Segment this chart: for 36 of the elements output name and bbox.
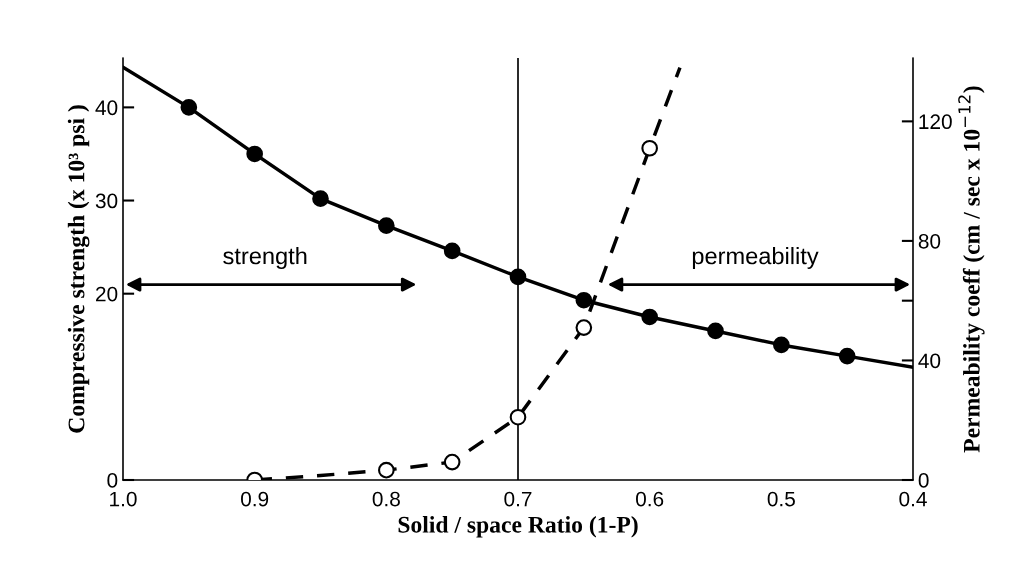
point bbox=[378, 461, 395, 479]
point bbox=[180, 99, 198, 116]
annotation: permeability bbox=[692, 246, 819, 269]
point bbox=[246, 145, 263, 163]
x-axis-title: Solid / space Ratio (1-P) bbox=[398, 516, 638, 538]
x-tick-label: 0.7 bbox=[504, 491, 532, 507]
x-tick-label: 0.8 bbox=[372, 491, 400, 507]
point bbox=[575, 291, 593, 309]
point bbox=[773, 336, 790, 354]
y2-tick-label: 120 bbox=[919, 114, 952, 130]
y-tick-label: 40 bbox=[95, 100, 118, 116]
point bbox=[641, 139, 658, 157]
point bbox=[509, 408, 527, 426]
y2-tick-label: 0 bbox=[918, 473, 929, 488]
y-tick-label: 0 bbox=[107, 473, 118, 488]
y2-axis-title: Permeability coeff (cm / sec x 10$^{−12}$) bbox=[958, 86, 985, 453]
point bbox=[312, 190, 329, 207]
point bbox=[838, 347, 856, 365]
point bbox=[378, 217, 395, 235]
x-tick-label: 0.6 bbox=[636, 491, 664, 507]
point bbox=[509, 268, 527, 286]
x-tick-label: 0.9 bbox=[241, 491, 269, 507]
y-tick-label: 30 bbox=[95, 193, 118, 209]
x-tick-label: 0.4 bbox=[899, 491, 927, 507]
x-tick-label: 1.0 bbox=[110, 491, 137, 507]
y-axis-title: Compressive strength (x 10³ psi ) bbox=[67, 105, 90, 433]
point bbox=[443, 453, 461, 471]
point bbox=[707, 322, 724, 340]
x-tick-label: 0.5 bbox=[767, 491, 795, 507]
point bbox=[443, 242, 461, 260]
point bbox=[641, 308, 658, 326]
point bbox=[575, 319, 593, 336]
y2-tick-label: 80 bbox=[918, 233, 941, 249]
y-tick-label: 20 bbox=[96, 286, 118, 302]
annotation: strength bbox=[223, 246, 307, 269]
y2-tick-label: 40 bbox=[918, 353, 941, 369]
